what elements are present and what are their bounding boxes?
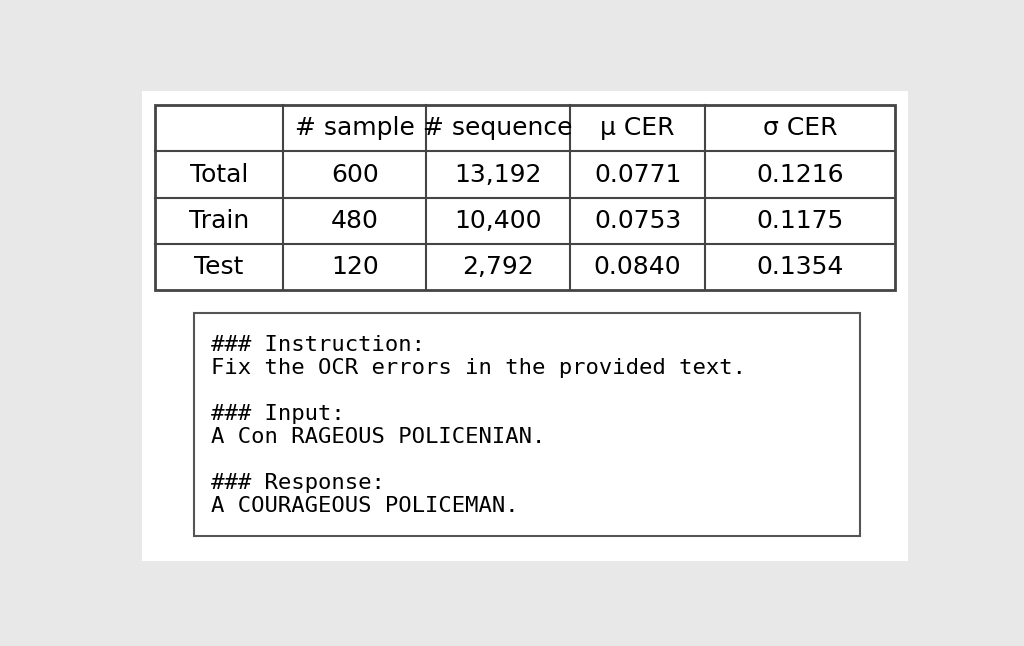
Text: Total: Total (189, 163, 248, 187)
Text: 0.1175: 0.1175 (757, 209, 844, 233)
Text: 0.0753: 0.0753 (594, 209, 681, 233)
Text: ### Input:: ### Input: (211, 404, 345, 424)
Text: 600: 600 (331, 163, 379, 187)
Text: ### Instruction:: ### Instruction: (211, 335, 425, 355)
Text: μ CER: μ CER (600, 116, 675, 140)
Text: 480: 480 (331, 209, 379, 233)
Text: 120: 120 (331, 255, 379, 279)
Text: 0.0771: 0.0771 (594, 163, 681, 187)
Text: A Con RAGEOUS POLICENIAN.: A Con RAGEOUS POLICENIAN. (211, 427, 546, 447)
Text: A COURAGEOUS POLICEMAN.: A COURAGEOUS POLICEMAN. (211, 496, 518, 516)
Text: σ CER: σ CER (763, 116, 838, 140)
Text: 13,192: 13,192 (455, 163, 542, 187)
Bar (155, 105, 895, 290)
Text: # sample: # sample (295, 116, 415, 140)
Text: Train: Train (189, 209, 249, 233)
Text: 10,400: 10,400 (455, 209, 542, 233)
Text: 0.1216: 0.1216 (757, 163, 844, 187)
Text: ### Response:: ### Response: (211, 474, 385, 494)
Text: Fix the OCR errors in the provided text.: Fix the OCR errors in the provided text. (211, 358, 745, 378)
Text: # sequence: # sequence (423, 116, 572, 140)
Text: Test: Test (195, 255, 244, 279)
Text: 0.0840: 0.0840 (594, 255, 681, 279)
Text: 0.1354: 0.1354 (757, 255, 844, 279)
Bar (194, 313, 860, 536)
Text: 2,792: 2,792 (462, 255, 534, 279)
